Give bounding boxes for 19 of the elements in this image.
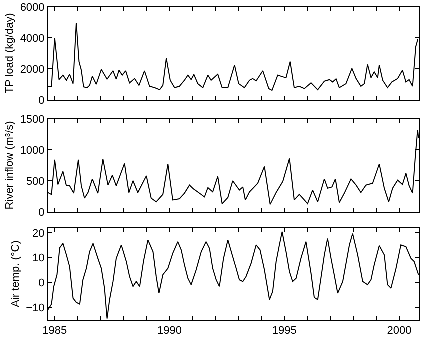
x-tick-label: 1990 — [158, 325, 182, 338]
y-tick-label: 0 — [38, 206, 45, 219]
y-tick-label: 500 — [26, 176, 45, 188]
y-tick-label: 1500 — [20, 114, 45, 126]
y-tick-label: −10 — [26, 302, 45, 314]
y-tick-label: 10 — [32, 252, 45, 265]
y-axis-title: River inflow (m³/s) — [4, 121, 16, 210]
y-axis-title: TP load (kg/day) — [4, 13, 16, 94]
y-tick-label: 0 — [38, 278, 45, 290]
y-tick-label: 20 — [32, 228, 45, 240]
x-tick-label: 2000 — [387, 325, 412, 338]
y-axis-title: Air temp. (°C) — [10, 240, 22, 308]
y-tick-label: 4000 — [20, 32, 45, 45]
y-tick-label: 6000 — [20, 2, 45, 14]
x-tick-label: 1985 — [42, 325, 68, 338]
y-tick-label: 2000 — [20, 64, 45, 76]
y-tick-label: 0 — [38, 94, 45, 107]
y-tick-label: 1000 — [20, 144, 45, 157]
x-tick-label: 1995 — [272, 325, 297, 338]
